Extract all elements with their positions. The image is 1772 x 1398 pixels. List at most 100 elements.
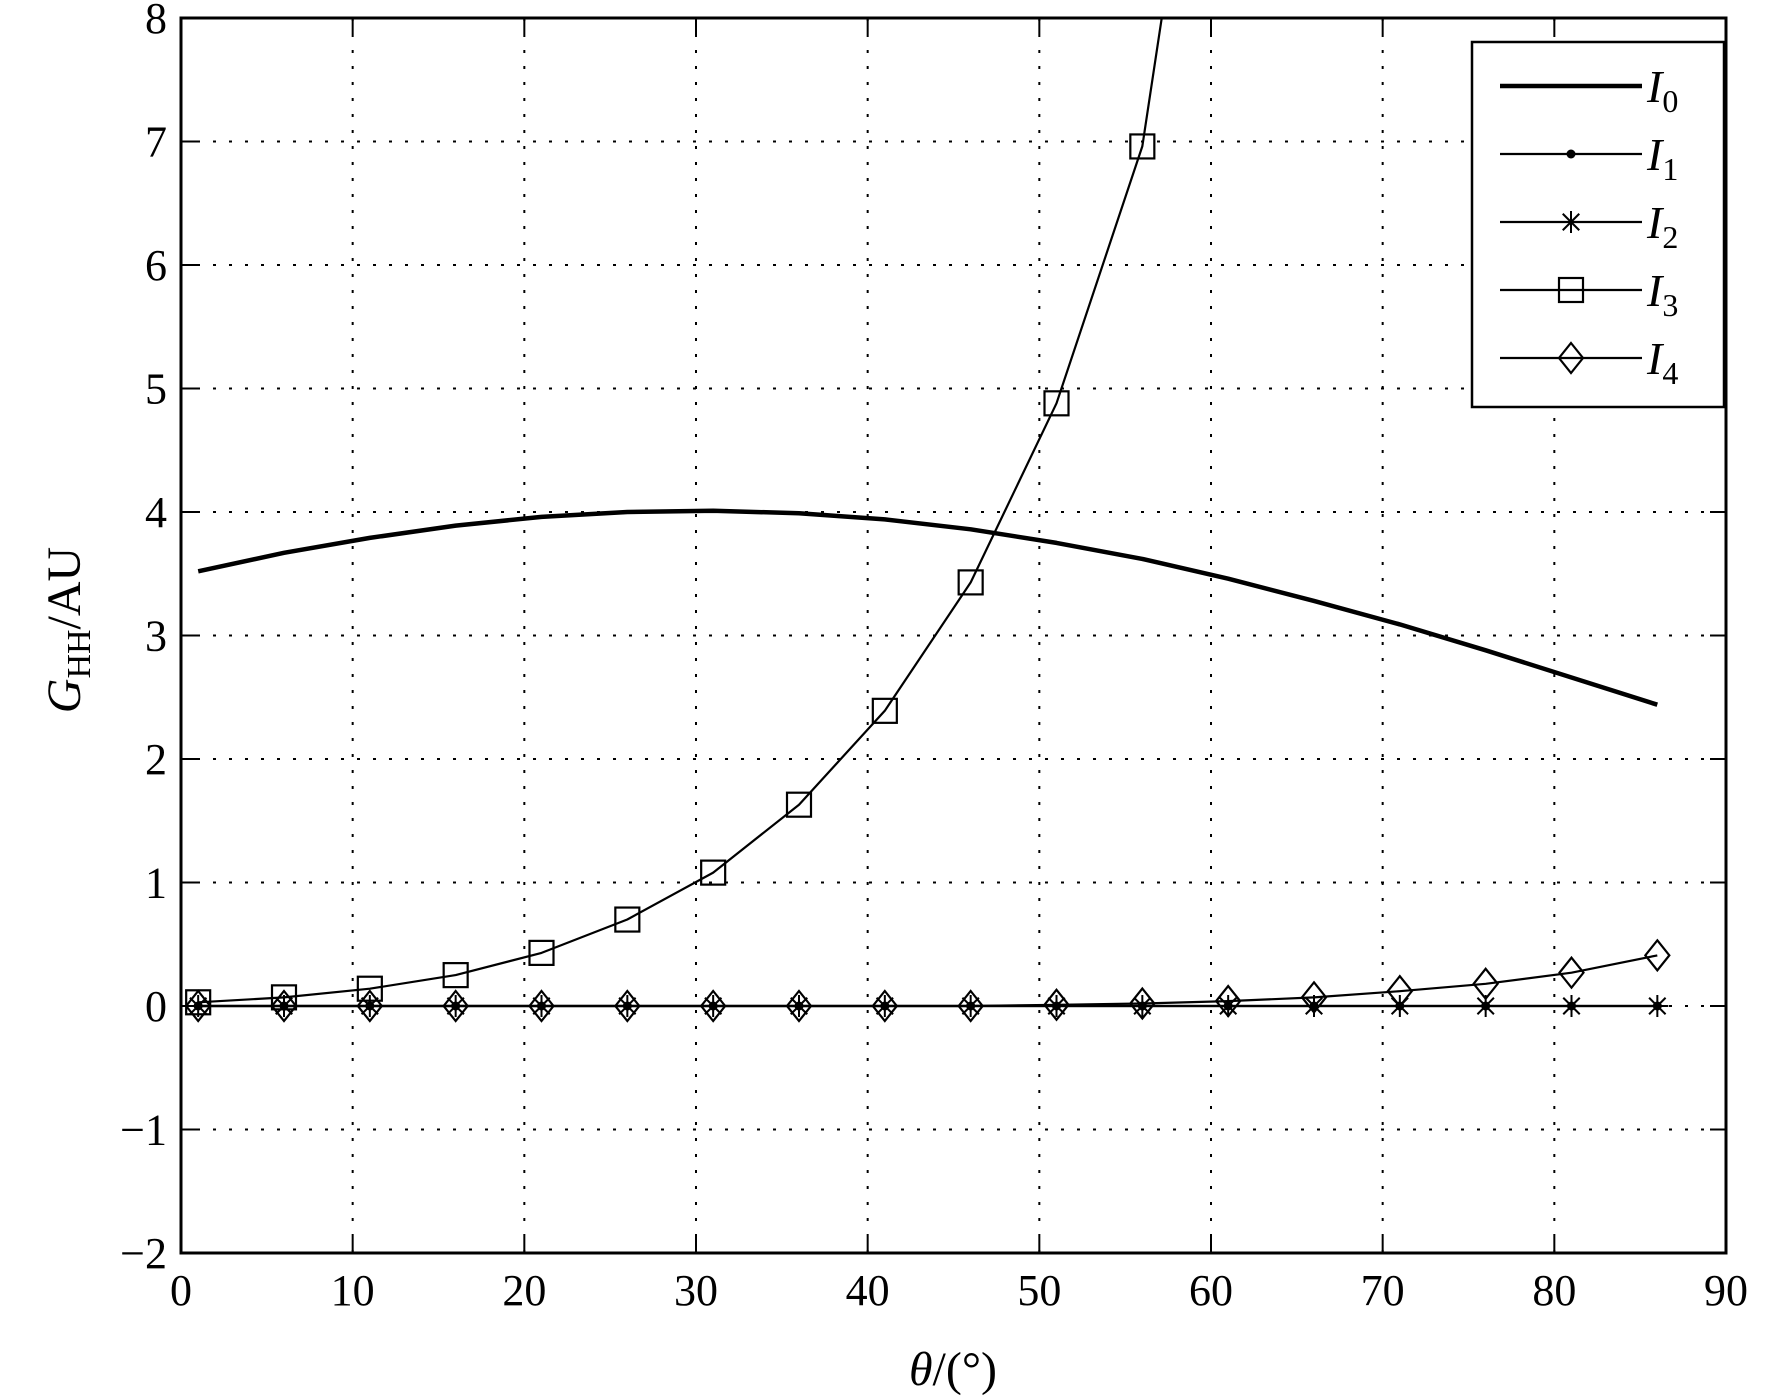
series-layer (184, 18, 1671, 1023)
legend-label: I1 (1646, 129, 1678, 187)
legend-item: I4 (1500, 333, 1678, 391)
star-stroke (1305, 997, 1323, 1015)
legend-marker (1557, 341, 1585, 375)
data-point (1558, 955, 1585, 990)
y-tick-label: 7 (145, 118, 167, 167)
y-tick-label: 4 (145, 488, 167, 537)
legend-label-name: I (1646, 333, 1665, 384)
y-axis-unit: /AU (38, 547, 91, 630)
data-point (528, 939, 555, 966)
data-point (1646, 995, 1669, 1017)
x-axis-unit: /(°) (933, 1343, 998, 1396)
x-tick-label: 60 (1189, 1266, 1233, 1315)
x-tick-label: 80 (1532, 1266, 1576, 1315)
legend-label-subscript: 3 (1662, 287, 1678, 323)
legend-marker (1566, 149, 1576, 159)
data-point (1043, 390, 1070, 417)
data-point (270, 989, 298, 1023)
y-axis-symbol: G (38, 679, 91, 714)
x-tick-label: 70 (1361, 1266, 1405, 1315)
data-point (270, 984, 298, 1011)
data-point (1472, 967, 1500, 1001)
data-point (1300, 980, 1328, 1015)
data-point (871, 989, 899, 1023)
legend-marker (1560, 211, 1582, 233)
series-line (197, 508, 1658, 707)
legend-label: I0 (1646, 61, 1678, 119)
legend-marker (1557, 276, 1585, 304)
data-point (528, 989, 555, 1023)
data-point (1128, 986, 1156, 1021)
data-point (442, 989, 470, 1023)
star-stroke (1648, 997, 1667, 1015)
data-point (1386, 974, 1414, 1008)
x-tick-label: 30 (674, 1266, 718, 1315)
series-I4 (184, 938, 1671, 1023)
data-point (1643, 938, 1671, 973)
legend-label-name: I (1646, 197, 1665, 248)
y-tick-label: 8 (145, 0, 167, 43)
x-tick-label: 40 (846, 1266, 890, 1315)
legend-label-subscript: 2 (1662, 219, 1678, 255)
data-point (957, 569, 984, 596)
y-axis-subscript: HH (61, 629, 98, 678)
y-tick-label: 3 (145, 612, 167, 661)
data-point (613, 989, 641, 1023)
x-tick-label: 90 (1704, 1266, 1748, 1315)
data-point (356, 989, 384, 1023)
data-point (184, 989, 212, 1023)
legend-item: I3 (1500, 265, 1678, 323)
y-tick-label: −2 (120, 1229, 167, 1278)
data-point (785, 791, 813, 818)
x-axis-label: θ/(°) (909, 1343, 997, 1396)
legend-label-name: I (1646, 265, 1665, 316)
y-tick-label: −1 (120, 1106, 167, 1155)
star-stroke (189, 997, 208, 1015)
y-tick-label: 0 (145, 982, 167, 1031)
legend-label-name: I (1646, 129, 1665, 180)
y-axis-label: GHH/AU (38, 547, 98, 713)
data-point (1560, 995, 1583, 1017)
series-I0 (197, 508, 1658, 707)
data-point (356, 975, 383, 1002)
data-point (442, 962, 469, 989)
legend-item: I1 (1500, 129, 1678, 187)
x-axis-symbol: θ (909, 1343, 933, 1396)
y-tick-label: 5 (145, 365, 167, 414)
legend-label: I3 (1646, 265, 1678, 323)
legend-label-subscript: 0 (1662, 83, 1678, 119)
x-tick-label: 0 (170, 1266, 192, 1315)
data-point (1214, 984, 1242, 1018)
legend-label-subscript: 4 (1662, 355, 1678, 391)
data-point (957, 989, 985, 1023)
legend-item: I0 (1500, 61, 1678, 119)
x-tick-label: 50 (1017, 1266, 1061, 1315)
data-point (785, 989, 813, 1023)
data-point (1043, 988, 1070, 1022)
star-stroke (1476, 997, 1495, 1015)
star-stroke (1562, 213, 1580, 231)
data-point (700, 859, 727, 886)
y-tick-label: 6 (145, 241, 167, 290)
legend-label: I2 (1646, 197, 1678, 255)
legend-label-subscript: 1 (1662, 151, 1678, 187)
data-point (699, 989, 727, 1023)
x-tick-label: 10 (331, 1266, 375, 1315)
x-tick-label: 20 (502, 1266, 546, 1315)
legend-label-name: I (1646, 61, 1665, 112)
data-point (871, 697, 898, 724)
y-tick-label: 1 (145, 859, 167, 908)
legend-item: I2 (1500, 197, 1678, 255)
series-line (198, 954, 1658, 1008)
series-line (198, 18, 1163, 1004)
y-tick-label: 2 (145, 735, 167, 784)
star-stroke (1562, 997, 1581, 1015)
data-point (1303, 995, 1325, 1017)
data-point (1129, 133, 1156, 160)
legend-box (1470, 40, 1726, 409)
data-point (614, 906, 641, 933)
series-I3 (185, 18, 1163, 1016)
